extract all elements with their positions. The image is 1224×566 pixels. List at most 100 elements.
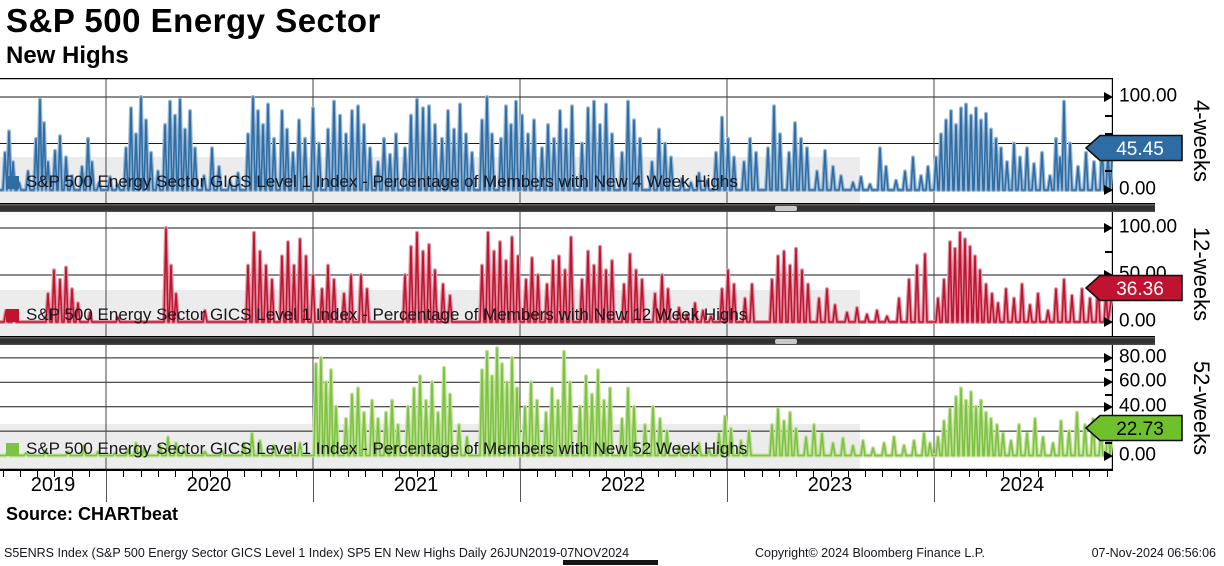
x-axis-year-label: 2021 <box>393 474 439 496</box>
x-axis-year-separator <box>520 471 521 502</box>
x-axis-month-tick <box>2 471 4 477</box>
x-axis-month-tick <box>761 471 763 477</box>
x-axis-month-tick <box>1054 471 1056 477</box>
x-axis-year-separator <box>313 471 314 502</box>
x-axis-month-tick <box>175 471 176 477</box>
x-axis-month-tick <box>226 471 228 477</box>
panel-4-weeks[interactable]: S&P 500 Energy Sector GICS Level 1 Index… <box>0 78 1224 203</box>
x-axis-month-tick <box>71 471 73 477</box>
x-axis-month-tick <box>433 471 435 477</box>
panel-52-weeks[interactable]: S&P 500 Energy Sector GICS Level 1 Index… <box>0 345 1224 470</box>
x-axis-month-tick <box>1089 471 1091 477</box>
x-axis-year-label: 2019 <box>30 474 76 496</box>
x-axis-month-tick <box>692 471 694 477</box>
x-axis: 2019 2020 2021 2022 2023 2024 <box>0 470 1224 504</box>
series-line <box>0 96 1113 191</box>
x-axis-month-tick <box>623 471 625 477</box>
legend-12-weeks: S&P 500 Energy Sector GICS Level 1 Index… <box>6 305 747 325</box>
x-axis-year-label: 2024 <box>999 474 1045 496</box>
x-axis-year-label: 2023 <box>807 474 853 496</box>
legend-label: S&P 500 Energy Sector GICS Level 1 Index… <box>26 439 748 458</box>
series-line <box>0 347 1113 457</box>
x-axis-month-tick <box>399 471 401 477</box>
x-axis-month-tick <box>244 471 245 477</box>
x-axis-month-tick <box>416 471 418 477</box>
x-axis-month-tick <box>1003 471 1004 477</box>
footer-copyright: Copyright© 2024 Bloomberg Finance L.P. <box>755 546 985 560</box>
x-axis-month-tick <box>295 471 297 477</box>
x-axis-month-tick <box>951 471 953 477</box>
legend-label: S&P 500 Energy Sector GICS Level 1 Index… <box>26 305 748 324</box>
x-axis-month-tick <box>865 471 866 477</box>
page-title: S&P 500 Energy Sector <box>6 2 381 39</box>
x-axis-month-tick <box>1106 471 1108 477</box>
x-axis-month-tick <box>157 471 159 477</box>
x-axis-month-tick <box>916 471 918 477</box>
page-subtitle: New Highs <box>6 42 129 69</box>
footer-timestamp: 07-Nov-2024 06:56:06 <box>1091 546 1216 560</box>
x-axis-month-tick <box>382 471 383 477</box>
plot-svg-12-weeks <box>0 212 1113 336</box>
x-axis-month-tick <box>882 471 884 477</box>
x-axis-month-tick <box>278 471 280 477</box>
x-axis-month-tick <box>899 471 901 477</box>
x-axis-month-tick <box>830 471 832 477</box>
x-axis-month-tick <box>19 471 21 477</box>
x-axis-month-tick <box>537 471 539 477</box>
x-axis-month-tick <box>502 471 504 477</box>
x-axis-month-tick <box>589 471 590 477</box>
x-axis-year-label: 2020 <box>186 474 232 496</box>
x-axis-year-label: 2022 <box>600 474 646 496</box>
x-axis-month-tick <box>209 471 211 477</box>
x-axis-month-tick <box>261 471 263 477</box>
x-axis-month-tick <box>554 471 556 477</box>
x-axis-month-tick <box>485 471 487 477</box>
plot-svg-52-weeks <box>0 345 1113 470</box>
x-axis-year-separator <box>934 471 935 502</box>
x-axis-month-tick <box>192 471 194 477</box>
panel-separator <box>0 336 1155 345</box>
source-label: Source: CHARTbeat <box>6 504 179 524</box>
panel-12-weeks[interactable]: S&P 500 Energy Sector GICS Level 1 Index… <box>0 212 1224 336</box>
x-axis-month-tick <box>847 471 849 477</box>
x-axis-month-tick <box>330 471 332 477</box>
x-axis-month-tick <box>364 471 366 477</box>
legend-marker-icon <box>6 442 19 456</box>
chart-area[interactable]: S&P 500 Energy Sector GICS Level 1 Index… <box>0 78 1224 470</box>
panel-separator <box>0 203 1155 212</box>
legend-4-weeks: S&P 500 Energy Sector GICS Level 1 Index… <box>6 172 738 192</box>
series-line <box>0 227 1113 323</box>
footer-ticker-info: S5ENRS Index (S&P 500 Energy Sector GICS… <box>4 546 630 560</box>
x-axis-month-tick <box>37 471 38 477</box>
panel-resize-handle[interactable] <box>775 339 797 344</box>
x-axis-year-separator <box>106 471 107 502</box>
x-axis-month-tick <box>140 471 142 477</box>
x-axis-month-tick <box>468 471 470 477</box>
x-axis-month-tick <box>744 471 746 477</box>
x-axis-month-tick <box>1020 471 1022 477</box>
x-axis-month-tick <box>640 471 642 477</box>
x-axis-month-tick <box>88 471 90 477</box>
legend-marker-icon <box>6 308 19 322</box>
legend-52-weeks: S&P 500 Energy Sector GICS Level 1 Index… <box>6 439 747 459</box>
x-axis-month-tick <box>606 471 608 477</box>
x-axis-month-tick <box>709 471 711 477</box>
x-axis-month-tick <box>813 471 815 477</box>
x-axis-month-tick <box>675 471 677 477</box>
x-axis-month-tick <box>1037 471 1039 477</box>
x-axis-month-tick <box>658 471 659 477</box>
x-axis-frame <box>0 470 1113 471</box>
x-axis-month-tick <box>451 471 452 477</box>
footer: S5ENRS Index (S&P 500 Energy Sector GICS… <box>0 546 1224 564</box>
x-axis-month-tick <box>778 471 780 477</box>
x-axis-year-separator <box>727 471 728 502</box>
x-axis-month-tick <box>123 471 125 477</box>
legend-marker-icon <box>6 175 19 189</box>
x-axis-month-tick <box>571 471 573 477</box>
x-axis-month-tick <box>796 471 797 477</box>
x-axis-month-tick <box>985 471 987 477</box>
x-axis-month-tick <box>1072 471 1073 477</box>
panel-resize-handle[interactable] <box>775 206 797 211</box>
bottom-scrubber-bar <box>563 560 658 565</box>
